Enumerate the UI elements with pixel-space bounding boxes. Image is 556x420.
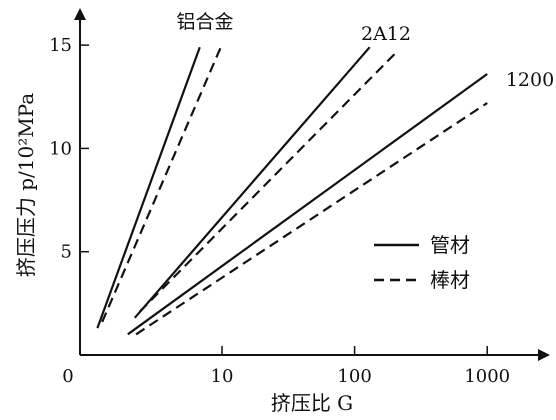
series-labels: 铝合金 2A12 1200 bbox=[176, 11, 554, 91]
series-line-solid bbox=[127, 73, 488, 336]
x-axis-label: 挤压比 G bbox=[271, 391, 353, 415]
legend-label: 管材 bbox=[430, 233, 470, 257]
x-tick-label: 0 bbox=[62, 366, 73, 387]
series-line-dashed bbox=[139, 50, 399, 313]
series-line-dashed bbox=[101, 46, 222, 323]
series-label: 1200 bbox=[506, 69, 554, 91]
x-tick-label: 10 bbox=[211, 366, 234, 387]
series-line-solid bbox=[96, 46, 201, 329]
series-line-dashed bbox=[135, 102, 488, 336]
series-label: 铝合金 bbox=[176, 11, 233, 33]
y-axis-label: 挤压压力 p/10²MPa bbox=[14, 93, 38, 277]
ticks: 0 10 100 1000 5 10 15 bbox=[49, 35, 510, 387]
series-line-solid bbox=[133, 46, 371, 319]
series-label: 2A12 bbox=[361, 23, 411, 45]
y-tick-label: 5 bbox=[61, 242, 72, 263]
x-tick-label: 100 bbox=[337, 366, 371, 387]
y-tick-label: 15 bbox=[49, 35, 72, 56]
y-tick-label: 10 bbox=[49, 138, 72, 159]
series-lines bbox=[96, 46, 488, 336]
x-tick-label: 1000 bbox=[464, 366, 510, 387]
axes bbox=[74, 8, 550, 361]
legend-label: 棒材 bbox=[430, 268, 470, 292]
